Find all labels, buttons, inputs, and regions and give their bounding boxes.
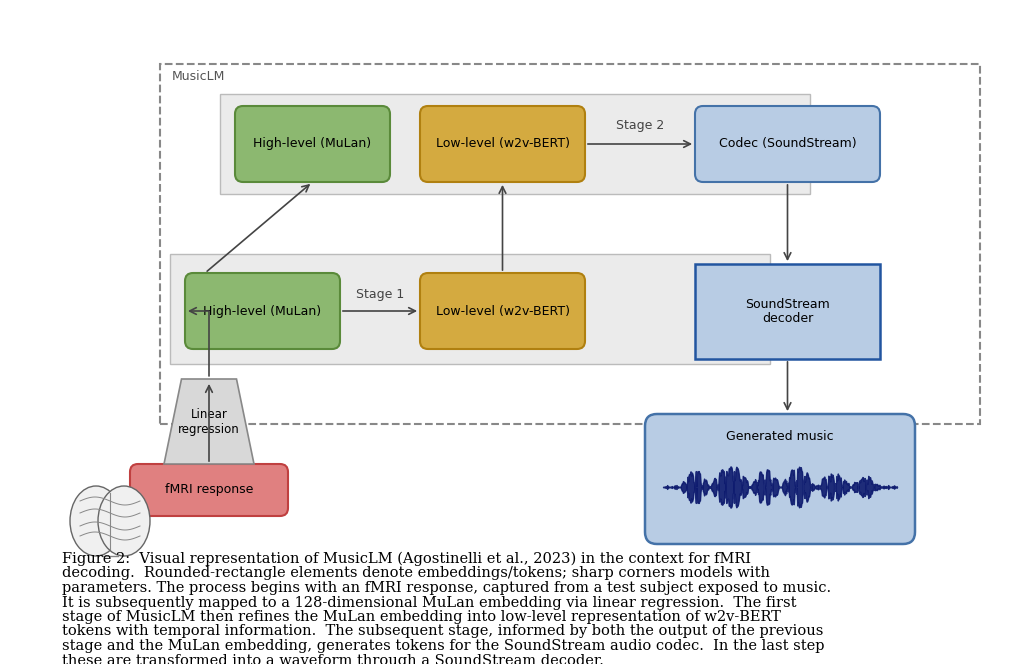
- Text: Stage 2: Stage 2: [615, 119, 665, 132]
- FancyBboxPatch shape: [234, 106, 390, 182]
- Text: Linear
regression: Linear regression: [178, 408, 240, 436]
- FancyBboxPatch shape: [420, 273, 585, 349]
- Text: SoundStream
decoder: SoundStream decoder: [745, 297, 829, 325]
- Text: fMRI response: fMRI response: [165, 483, 253, 497]
- Text: these are transformed into a waveform through a SoundStream decoder.: these are transformed into a waveform th…: [62, 653, 604, 664]
- Text: High-level (MuLan): High-level (MuLan): [204, 305, 322, 317]
- Text: stage of MusicLM then refines the MuLan embedding into low-level representation : stage of MusicLM then refines the MuLan …: [62, 610, 781, 624]
- Text: MusicLM: MusicLM: [172, 70, 225, 83]
- Text: Low-level (w2v-BERT): Low-level (w2v-BERT): [435, 137, 569, 151]
- Bar: [170, 254, 770, 364]
- FancyBboxPatch shape: [185, 273, 340, 349]
- Text: Generated music: Generated music: [726, 430, 834, 442]
- Text: Low-level (w2v-BERT): Low-level (w2v-BERT): [435, 305, 569, 317]
- Text: Figure 2:  Visual representation of MusicLM (Agostinelli et al., 2023) in the co: Figure 2: Visual representation of Music…: [62, 552, 751, 566]
- Text: decoding.  Rounded-rectangle elements denote embeddings/tokens; sharp corners mo: decoding. Rounded-rectangle elements den…: [62, 566, 770, 580]
- Bar: [695, 264, 880, 359]
- Bar: [160, 64, 980, 424]
- Text: Codec (SoundStream): Codec (SoundStream): [719, 137, 856, 151]
- FancyBboxPatch shape: [695, 106, 880, 182]
- Text: tokens with temporal information.  The subsequent stage, informed by both the ou: tokens with temporal information. The su…: [62, 625, 823, 639]
- Text: It is subsequently mapped to a 128-dimensional MuLan embedding via linear regres: It is subsequently mapped to a 128-dimen…: [62, 596, 797, 610]
- Polygon shape: [164, 379, 254, 464]
- Text: parameters. The process begins with an fMRI response, captured from a test subje: parameters. The process begins with an f…: [62, 581, 831, 595]
- Ellipse shape: [70, 486, 122, 556]
- Text: stage and the MuLan embedding, generates tokens for the SoundStream audio codec.: stage and the MuLan embedding, generates…: [62, 639, 824, 653]
- Ellipse shape: [98, 486, 150, 556]
- FancyBboxPatch shape: [130, 464, 288, 516]
- FancyBboxPatch shape: [645, 414, 915, 544]
- Text: High-level (MuLan): High-level (MuLan): [253, 137, 372, 151]
- FancyBboxPatch shape: [420, 106, 585, 182]
- Bar: [220, 94, 810, 194]
- Text: Stage 1: Stage 1: [356, 288, 404, 301]
